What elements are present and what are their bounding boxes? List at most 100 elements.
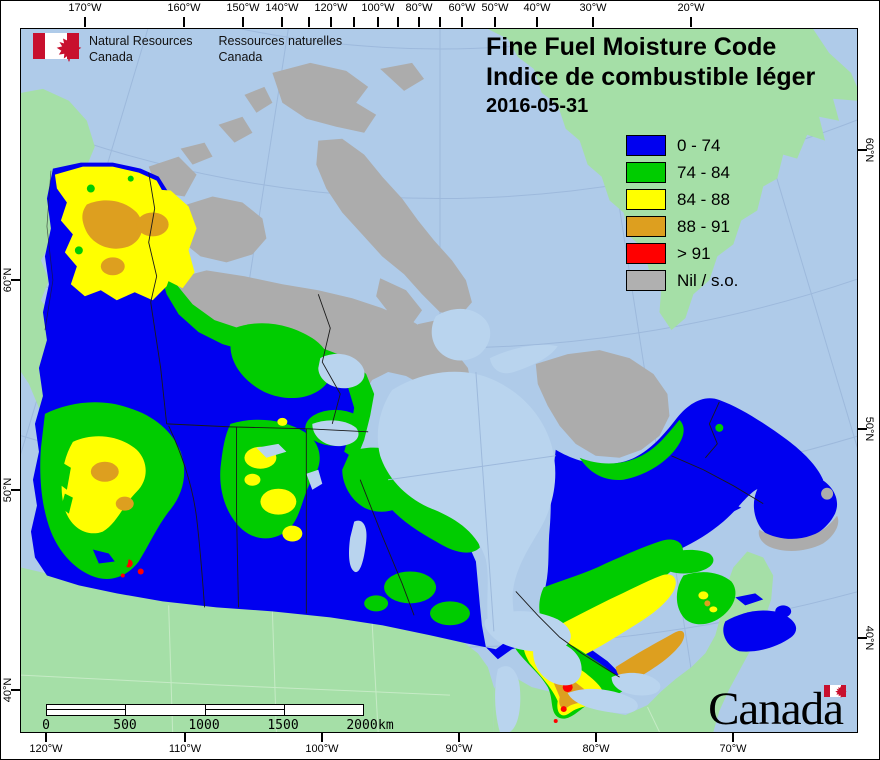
graticule-over-water: [388, 371, 556, 632]
legend-swatch: [626, 270, 666, 291]
axis-tick: [183, 17, 185, 27]
longitude-label: 30°W: [579, 2, 607, 14]
longitude-label: 100°W: [361, 2, 395, 14]
axis-tick: [418, 17, 420, 27]
legend-item: 0 - 74: [626, 132, 738, 159]
hudson-strait: [489, 344, 558, 374]
ungava-region: [535, 350, 670, 458]
longitude-label: 60°W: [448, 2, 476, 14]
great-bear-lake: [318, 353, 365, 389]
axis-tick: [595, 732, 597, 742]
provincial-boundaries: [44, 170, 764, 678]
canada-flag-icon: [824, 685, 847, 698]
lake-michigan: [495, 666, 521, 732]
scale-bar-graphic: [46, 704, 364, 716]
legend-swatch: [626, 216, 666, 237]
baffin-island: [316, 138, 472, 317]
scale-label: 2000: [346, 718, 378, 733]
nrcan-name-fr: Ressources naturelles Canada: [218, 34, 343, 65]
legend-label: Nil / s.o.: [677, 270, 739, 290]
axis-tick: [858, 149, 867, 151]
scale-label: 1000: [188, 718, 220, 733]
hudson-bay: [377, 371, 556, 640]
scale-label: 500: [113, 718, 137, 733]
lakes: [256, 308, 661, 732]
scale-unit: km: [378, 718, 394, 733]
legend: 0 - 74 74 - 84 84 - 88 88 - 91 > 91 Nil / s.o…: [626, 132, 738, 294]
longitude-label: 100°W: [305, 743, 339, 755]
legend-item: 84 - 88: [626, 186, 738, 213]
title-line-en: Fine Fuel Moisture Code: [486, 33, 777, 61]
axis-tick: [84, 17, 86, 27]
map-canvas: Natural Resources Canada Ressources natur…: [20, 28, 858, 736]
axis-tick: [494, 17, 496, 27]
axis-tick: [11, 279, 20, 281]
axis-tick: [281, 17, 283, 27]
axis-tick: [858, 428, 867, 430]
longitude-label: 170°W: [68, 2, 102, 14]
victoria-island: [172, 196, 267, 263]
axis-tick: [458, 732, 460, 742]
axis-tick: [353, 17, 355, 27]
longitude-label: 140°W: [265, 2, 299, 14]
us-land-east: [493, 551, 774, 732]
legend-label: 0 - 74: [677, 135, 721, 155]
axis-tick: [592, 17, 594, 27]
axis-tick: [11, 489, 20, 491]
axis-tick: [397, 17, 399, 27]
scale-segment: [285, 705, 363, 715]
lake-ontario: [611, 672, 661, 696]
axis-tick: [308, 17, 310, 27]
legend-item: 88 - 91: [626, 213, 738, 240]
longitude-label: 110°W: [168, 743, 202, 755]
axis-tick: [536, 17, 538, 27]
longitude-label: 120°W: [29, 743, 63, 755]
axis-tick: [461, 17, 463, 27]
scale-bar: 0 500 1000 1500 2000 km: [42, 704, 426, 736]
axis-tick: [439, 17, 441, 27]
legend-label: 74 - 84: [677, 162, 730, 182]
lake-superior: [484, 611, 571, 652]
legend-label: 84 - 88: [677, 189, 730, 209]
canada-flag-icon: [33, 33, 82, 62]
longitude-label: 50°W: [481, 2, 509, 14]
longitude-label: 150°W: [226, 2, 260, 14]
legend-item: > 91: [626, 240, 738, 267]
nrcan-name-en: Natural Resources Canada: [89, 34, 193, 65]
lake-huron: [533, 641, 582, 686]
legend-swatch: [626, 135, 666, 156]
longitude-label: 160°W: [167, 2, 201, 14]
newfoundland: [753, 472, 838, 542]
axis-tick: [330, 17, 332, 27]
scale-segment: [205, 705, 285, 715]
scale-label: 1500: [267, 718, 299, 733]
legend-swatch: [626, 189, 666, 210]
lake-erie: [567, 688, 638, 714]
longitude-label: 70°W: [719, 743, 747, 755]
scale-segment: [47, 705, 127, 715]
scale-segment: [126, 705, 206, 715]
longitude-label: 80°W: [582, 743, 610, 755]
longitude-label: 90°W: [445, 743, 473, 755]
legend-label: > 91: [677, 243, 711, 263]
longitude-label: 80°W: [405, 2, 433, 14]
axis-tick: [732, 732, 734, 742]
legend-swatch: [626, 162, 666, 183]
longitude-label: 120°W: [314, 2, 348, 14]
canada-wordmark: Canada: [708, 682, 847, 736]
legend-item: 74 - 84: [626, 159, 738, 186]
foxe-basin: [431, 308, 491, 361]
legend-item: Nil / s.o.: [626, 267, 738, 294]
legend-swatch: [626, 243, 666, 264]
ffmc-map-graphic: [21, 29, 857, 732]
axis-tick: [184, 732, 186, 742]
axis-tick: [377, 17, 379, 27]
lake-winnipeg: [349, 520, 367, 573]
scale-label: 0: [42, 718, 50, 733]
great-slave-lake: [312, 420, 359, 447]
longitude-label: 40°W: [523, 2, 551, 14]
legend-label: 88 - 91: [677, 216, 730, 236]
map-title: Fine Fuel Moisture Code Indice de combus…: [486, 32, 815, 118]
axis-tick: [321, 732, 323, 742]
